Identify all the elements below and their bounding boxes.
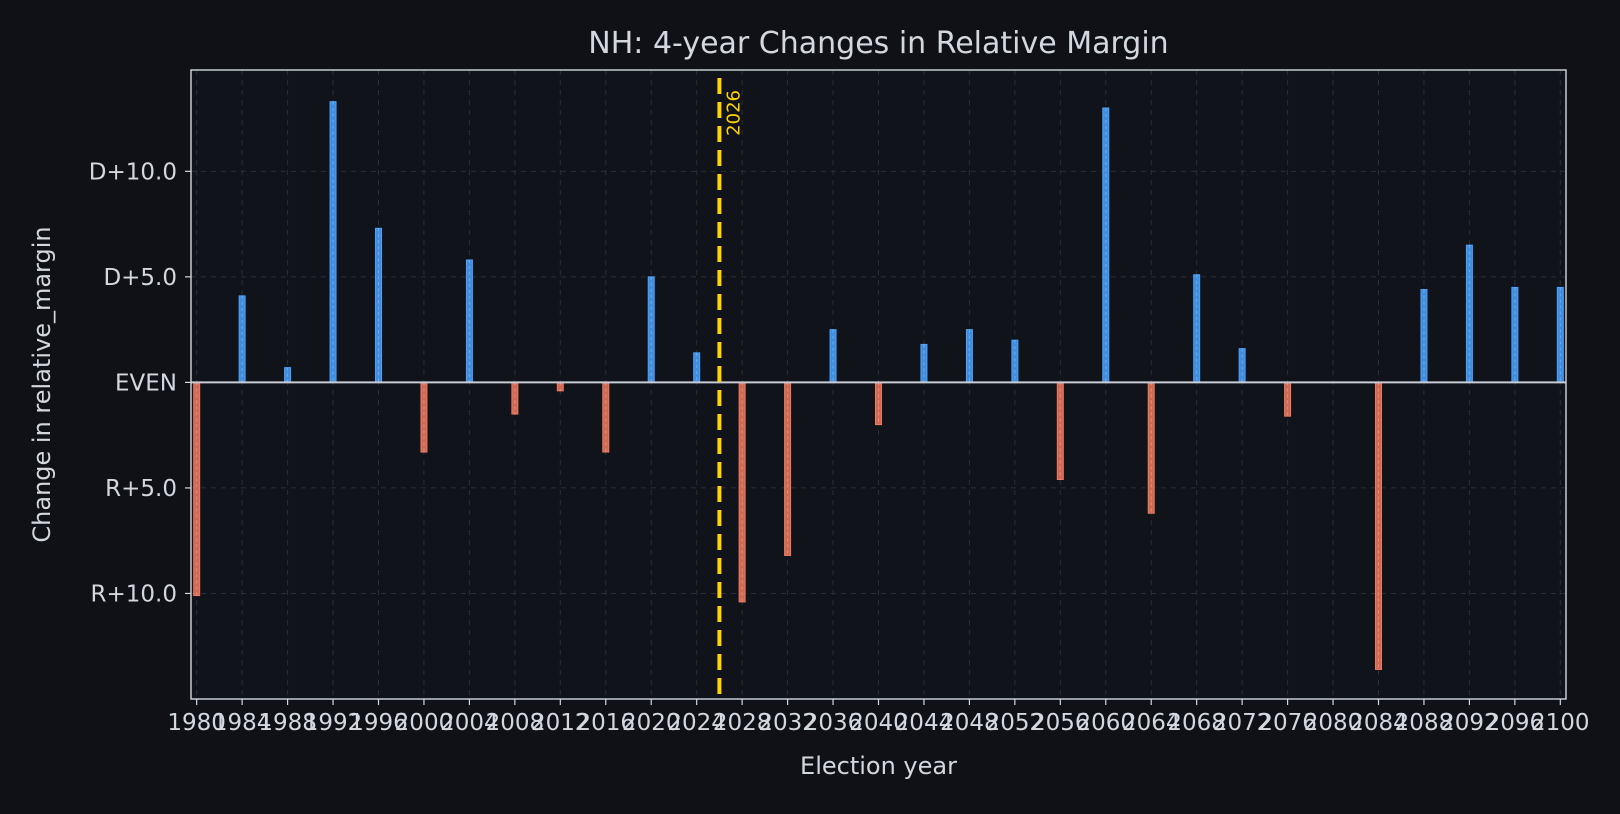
x-tick-label: 2084 <box>1349 710 1408 736</box>
x-tick-label: 1992 <box>304 710 363 736</box>
x-tick-label: 2068 <box>1167 710 1226 736</box>
y-tick-label: R+10.0 <box>91 581 177 607</box>
x-tick-label: 2096 <box>1486 710 1545 736</box>
x-tick-label: 2064 <box>1122 710 1181 736</box>
bar <box>420 381 428 453</box>
x-tick-label: 2060 <box>1076 710 1135 736</box>
bar <box>1238 348 1246 383</box>
x-tick-label: 2024 <box>667 710 726 736</box>
x-tick-label: 2040 <box>849 710 908 736</box>
x-tick-label: 1988 <box>258 710 317 736</box>
x-tick-label: 2088 <box>1395 710 1454 736</box>
x-tick-label: 1984 <box>213 710 272 736</box>
x-tick-label: 2032 <box>758 710 817 736</box>
x-tick-label: 1980 <box>167 710 226 736</box>
bars-layer: 2026 <box>191 78 1566 699</box>
x-tick-label: 2072 <box>1213 710 1272 736</box>
x-tick-label: 2028 <box>713 710 772 736</box>
x-tick-label: 2080 <box>1304 710 1363 736</box>
x-tick-label: 2008 <box>486 710 545 736</box>
bar <box>1102 107 1110 383</box>
x-tick-label: 2100 <box>1531 710 1590 736</box>
y-tick-label: EVEN <box>115 370 177 396</box>
x-tick-label: 2012 <box>531 710 590 736</box>
y-tick-label: R+5.0 <box>105 476 177 502</box>
x-tick-label: 2092 <box>1440 710 1499 736</box>
x-tick-label: 2016 <box>576 710 635 736</box>
x-tick-label: 2020 <box>622 710 681 736</box>
bar <box>1284 381 1292 417</box>
y-tick-label: D+5.0 <box>103 265 177 291</box>
bar <box>375 227 382 383</box>
x-axis-label: Election year <box>800 752 957 780</box>
x-tick-label: 2048 <box>940 710 999 736</box>
x-tick-label: 2056 <box>1031 710 1090 736</box>
bar <box>647 276 655 383</box>
chart-title: NH: 4-year Changes in Relative Margin <box>588 26 1168 61</box>
y-axis-label: Change in relative_margin <box>28 226 56 542</box>
x-tick-label: 1996 <box>349 710 408 736</box>
x-tick-label: 2052 <box>986 710 1045 736</box>
axis-layer: 1980198419881992199620002004200820122016… <box>89 69 1590 736</box>
reference-line-label: 2026 <box>723 90 744 136</box>
x-tick-label: 2044 <box>895 710 954 736</box>
x-tick-label: 2000 <box>395 710 454 736</box>
x-tick-label: 2004 <box>440 710 499 736</box>
x-tick-label: 2076 <box>1258 710 1317 736</box>
bar <box>602 381 610 453</box>
x-tick-label: 2036 <box>804 710 863 736</box>
y-tick-label: D+10.0 <box>89 159 177 185</box>
